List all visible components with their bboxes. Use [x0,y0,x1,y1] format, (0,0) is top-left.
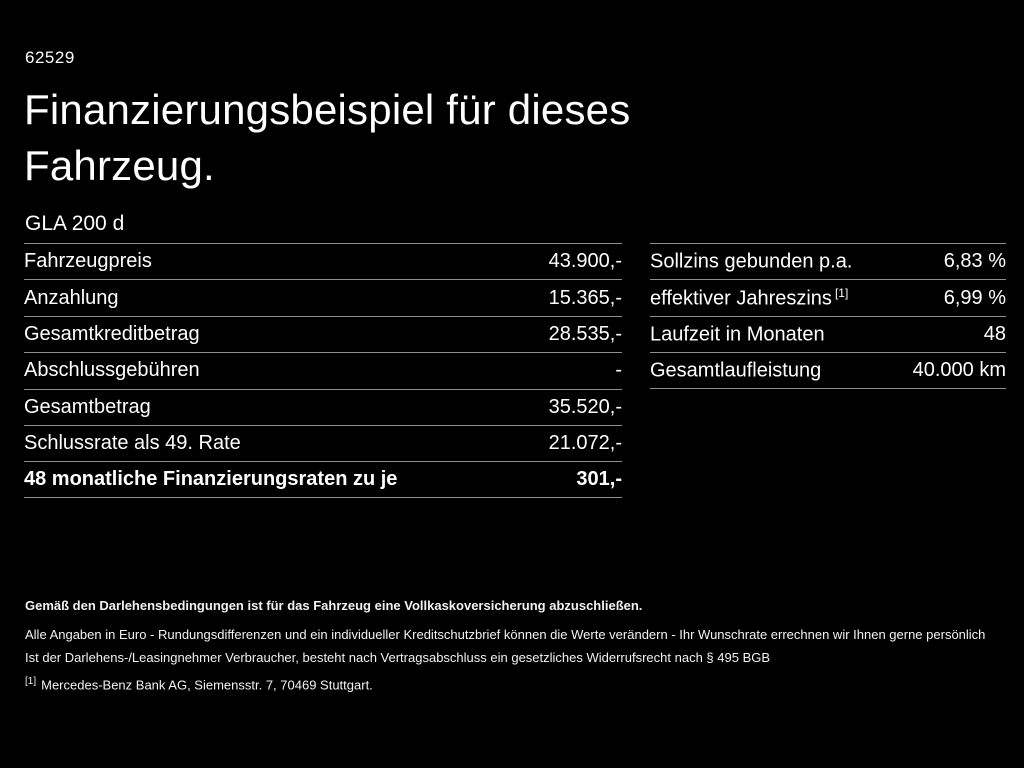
row-value: 301,- [576,468,622,491]
table-row-monatliche-raten: 48 monatliche Finanzierungsraten zu je 3… [24,461,622,499]
row-value: - [615,359,622,382]
row-label: Fahrzeugpreis [24,250,152,273]
disclaimer-line-2: Ist der Darlehens-/Leasingnehmer Verbrau… [25,650,771,665]
row-value: 6,99 % [943,286,1006,309]
insurance-note: Gemäß den Darlehensbedingungen ist für d… [25,598,643,613]
row-value: 43.900,- [548,250,622,273]
row-label: Gesamtlaufleistung [650,360,822,382]
vehicle-model: GLA 200 d [25,212,125,235]
row-label: Schlussrate als 49. Rate [24,432,241,455]
footnote-ref: [1] [834,285,849,300]
footnote-text: Mercedes-Benz Bank AG, Siemensstr. 7, 70… [41,677,373,693]
legal-footer: Gemäß den Darlehensbedingungen ist für d… [25,598,1000,693]
table-row-effektiver-jahreszins: effektiver Jahreszins [1] 6,99 % [650,279,1006,315]
row-value: 40.000 km [912,359,1006,382]
row-label: Gesamtkreditbetrag [24,322,200,345]
finance-table: Fahrzeugpreis 43.900,- Anzahlung 15.365,… [24,243,622,499]
conditions-table: Sollzins gebunden p.a. 6,83 % effektiver… [650,243,1006,390]
row-label: Anzahlung [24,286,119,309]
footnote: [1] Mercedes-Benz Bank AG, Siemensstr. 7,… [25,674,1000,693]
reference-number: 62529 [25,48,75,67]
table-row-schlussrate: Schlussrate als 49. Rate 21.072,- [24,424,622,461]
row-label: 48 monatliche Finanzierungsraten zu je [24,468,398,491]
row-label: effektiver Jahreszins [1] [650,285,849,310]
row-value: 6,83 % [943,250,1006,273]
row-value: 48 [983,322,1006,345]
row-value: 28.535,- [548,322,622,345]
table-row-anzahlung: Anzahlung 15.365,- [24,279,622,315]
table-row-sollzins: Sollzins gebunden p.a. 6,83 % [650,243,1006,279]
footnote-marker: [1] [25,676,37,687]
row-value: 15.365,- [548,286,622,309]
table-row-gesamtkreditbetrag: Gesamtkreditbetrag 28.535,- [24,315,622,352]
table-row-gesamtbetrag: Gesamtbetrag 35.520,- [24,388,622,425]
table-row-abschlussgebuehren: Abschlussgebühren - [24,352,622,388]
row-label: Gesamtbetrag [24,395,151,418]
page-title-line-2: Fahrzeug. [24,142,215,189]
table-row-fahrzeugpreis: Fahrzeugpreis 43.900,- [24,243,622,279]
disclaimer-line-1: Alle Angaben in Euro - Rundungsdifferenz… [25,627,986,642]
row-value: 21.072,- [548,432,622,455]
row-label: Sollzins gebunden p.a. [650,251,853,274]
row-label: Abschlussgebühren [24,359,200,382]
page-title-line-1: Finanzierungsbeispiel für dieses [24,86,631,133]
table-row-laufzeit: Laufzeit in Monaten 48 [650,315,1006,352]
row-value: 35.520,- [548,395,622,418]
page-title: Finanzierungsbeispiel für dieses Fahrzeu… [24,82,630,194]
row-label: Laufzeit in Monaten [650,323,825,346]
table-row-gesamtlaufleistung: Gesamtlaufleistung 40.000 km [650,352,1006,390]
